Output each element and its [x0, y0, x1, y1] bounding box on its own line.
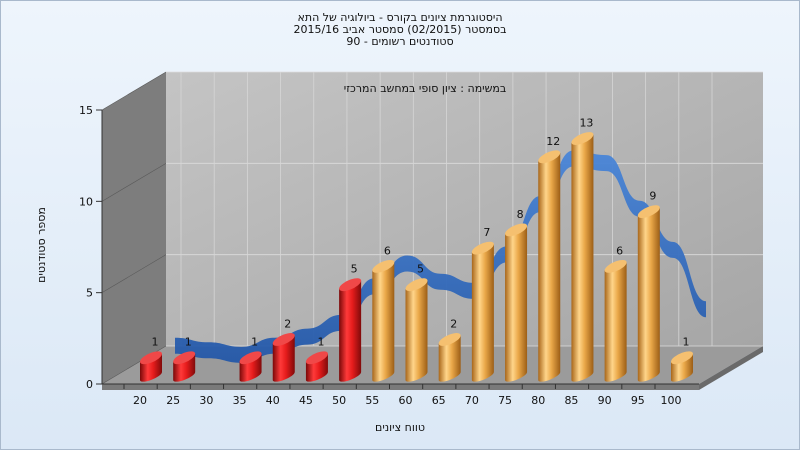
- data-label-60: 5: [417, 263, 424, 276]
- bar-25: 1: [173, 336, 196, 382]
- bar-body: [405, 280, 428, 382]
- bar-top: [637, 205, 660, 219]
- bar-body: [471, 244, 494, 382]
- chart-title-line-1: היסטוגרמת ציונים בקורס - ביולוגיה של התא: [297, 11, 503, 24]
- x-tick-label-80: 80: [531, 394, 545, 407]
- bar-body: [604, 262, 627, 382]
- x-tick-label-55: 55: [365, 394, 379, 407]
- chart-title-line-2: בסמסטר (02/2015) סמסטר אביב 2015/16: [293, 23, 507, 36]
- bar-top: [604, 259, 627, 273]
- bar-top: [305, 351, 328, 365]
- bar-top: [272, 333, 295, 346]
- bar-top: [405, 278, 428, 292]
- floor: [102, 346, 763, 384]
- bar-100: 1: [671, 336, 693, 382]
- bar-top: [471, 241, 494, 255]
- x-axis-label: טווח ציונים: [375, 421, 425, 434]
- x-tick-label-70: 70: [465, 394, 479, 407]
- chart-title-line-3: סטודנטים רשומים - 90: [346, 35, 454, 48]
- chart-annotation: במשימה : ציון סופי במחשב המרכזי: [344, 82, 507, 95]
- data-label-90: 6: [616, 244, 623, 257]
- bar-60: 5: [405, 263, 428, 382]
- x-tick-label-60: 60: [399, 394, 413, 407]
- side-wall: [102, 72, 166, 384]
- side-gridline: [101, 254, 167, 293]
- side-gridline: [101, 71, 167, 111]
- x-tick-label-95: 95: [631, 394, 645, 407]
- x-tick-label-75: 75: [498, 394, 512, 407]
- bar-top: [372, 259, 395, 273]
- x-tick-label-100: 100: [661, 394, 682, 407]
- data-label-65: 2: [450, 317, 457, 330]
- y-tick-label: 10: [79, 195, 93, 208]
- y-tick-label: 0: [86, 378, 93, 391]
- y-tick-label: 5: [86, 287, 93, 300]
- x-tick-label-20: 20: [133, 394, 147, 407]
- bar-90: 6: [604, 244, 627, 382]
- data-label-40: 2: [284, 317, 291, 330]
- bar-body: [272, 335, 295, 382]
- side-gridline: [101, 163, 167, 202]
- data-label-20: 1: [152, 336, 159, 349]
- back-wall: [166, 72, 763, 346]
- data-label-70: 7: [483, 226, 490, 239]
- bar-65: 2: [438, 317, 461, 382]
- data-label-50: 5: [351, 263, 358, 276]
- bar-35: 1: [239, 336, 262, 382]
- bar-top: [538, 150, 561, 164]
- data-label-55: 6: [384, 244, 391, 257]
- bar-55: 6: [372, 244, 395, 382]
- floor-front-edge: [102, 384, 699, 390]
- data-label-35: 1: [251, 336, 258, 349]
- x-tick-label-30: 30: [199, 394, 213, 407]
- bar-top: [339, 278, 362, 292]
- x-tick-label-85: 85: [564, 394, 578, 407]
- bar-top: [438, 333, 461, 346]
- bar-body: [505, 225, 528, 382]
- bar-70: 7: [471, 226, 494, 382]
- data-label-45: 1: [317, 336, 324, 349]
- y-axis-label: מספר סטודנטים: [35, 207, 48, 283]
- data-label-100: 1: [683, 336, 690, 349]
- x-tick-label-50: 50: [332, 394, 346, 407]
- bar-80: 12: [538, 135, 561, 382]
- bar-body: [372, 262, 395, 382]
- bar-20: 1: [140, 336, 162, 382]
- data-label-75: 8: [517, 208, 524, 221]
- x-tick-label-90: 90: [598, 394, 612, 407]
- bar-top: [671, 351, 693, 365]
- y-tick-label: 15: [79, 104, 93, 117]
- data-label-95: 9: [649, 190, 656, 203]
- bar-45: 1: [305, 336, 328, 382]
- bar-top: [239, 351, 262, 365]
- data-label-85: 13: [579, 117, 593, 130]
- bar-50: 5: [339, 263, 362, 382]
- bar-95: 9: [637, 190, 660, 382]
- bar-40: 2: [272, 317, 295, 382]
- x-tick-label-65: 65: [432, 394, 446, 407]
- x-tick-label-35: 35: [233, 394, 247, 407]
- x-tick-label-45: 45: [299, 394, 313, 407]
- floor-right-edge: [699, 346, 763, 390]
- bar-body: [438, 335, 461, 382]
- bar-top: [173, 351, 196, 365]
- bar-body: [571, 134, 594, 382]
- x-tick-label-40: 40: [266, 394, 280, 407]
- bar-top: [140, 351, 162, 365]
- bar-body: [538, 152, 561, 382]
- bar-top: [571, 132, 594, 145]
- data-label-25: 1: [185, 336, 192, 349]
- bar-body: [637, 207, 660, 382]
- bar-75: 8: [505, 208, 528, 382]
- x-tick-label-25: 25: [166, 394, 180, 407]
- bar-85: 13: [571, 117, 594, 382]
- data-label-80: 12: [546, 135, 560, 148]
- bar-top: [505, 223, 528, 237]
- bar-body: [339, 280, 362, 382]
